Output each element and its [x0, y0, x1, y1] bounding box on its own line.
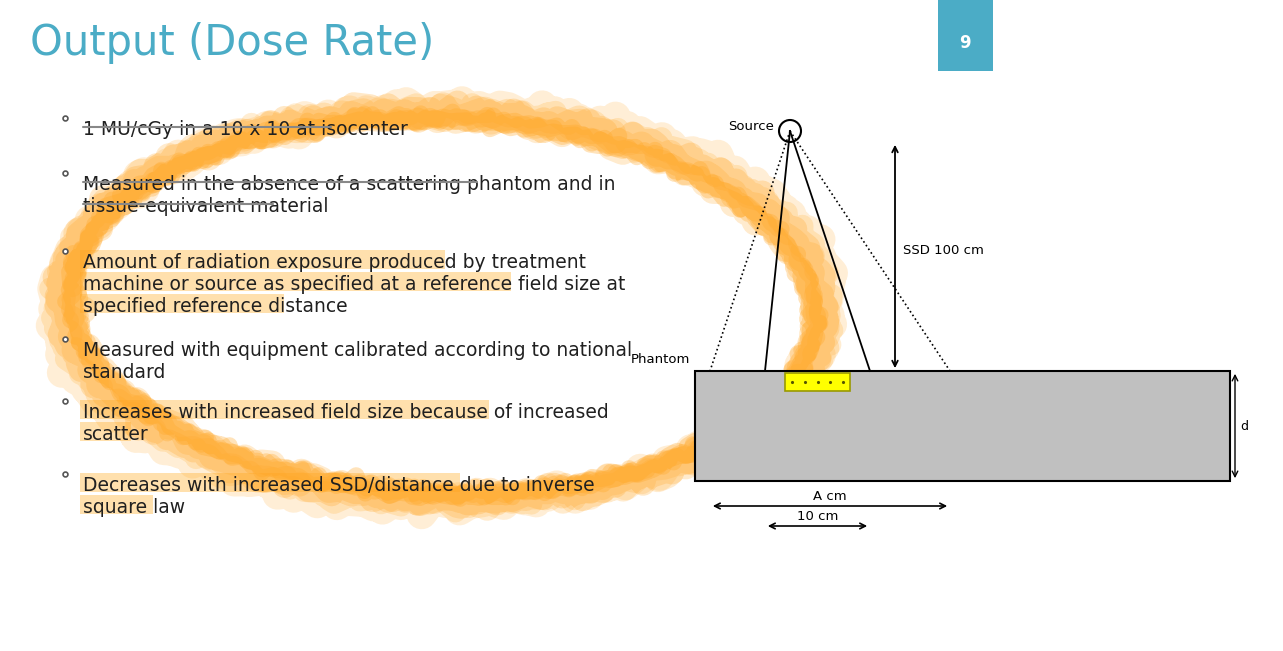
Text: tissue-equivalent material: tissue-equivalent material	[83, 197, 328, 216]
Text: Increases with increased field size because of increased: Increases with increased field size beca…	[83, 403, 608, 422]
Bar	[80, 473, 459, 492]
Bar	[80, 422, 131, 441]
Text: SSD 100 cm: SSD 100 cm	[903, 245, 984, 258]
Bar	[938, 0, 993, 71]
Bar	[80, 294, 285, 313]
Text: Phantom: Phantom	[631, 353, 690, 366]
Text: Amount of radiation exposure produced by treatment: Amount of radiation exposure produced by…	[83, 253, 586, 272]
Text: machine or source as specified at a reference field size at: machine or source as specified at a refe…	[83, 275, 625, 294]
Bar	[80, 272, 511, 291]
Text: Measured in the absence of a scattering phantom and in: Measured in the absence of a scattering …	[83, 175, 616, 194]
Text: Measured with equipment calibrated according to national: Measured with equipment calibrated accor…	[83, 341, 633, 360]
Text: standard: standard	[83, 363, 167, 382]
Text: 9: 9	[960, 34, 971, 52]
Text: Source: Source	[729, 120, 774, 133]
Bar	[80, 250, 445, 269]
Text: 1 MU/cGy in a 10 x 10 at isocenter: 1 MU/cGy in a 10 x 10 at isocenter	[83, 120, 408, 139]
Bar	[80, 400, 489, 419]
Text: Output (Dose Rate): Output (Dose Rate)	[30, 22, 434, 64]
Text: scatter: scatter	[83, 425, 149, 444]
Text: specified reference distance: specified reference distance	[83, 297, 348, 316]
Text: square law: square law	[83, 498, 185, 517]
Text: A cm: A cm	[813, 490, 847, 503]
Bar	[80, 495, 153, 514]
Bar	[785, 373, 851, 391]
Bar	[695, 371, 1230, 481]
Text: 10 cm: 10 cm	[797, 510, 838, 523]
Text: d: d	[1239, 419, 1248, 432]
Text: Decreases with increased SSD/distance due to inverse: Decreases with increased SSD/distance du…	[83, 476, 594, 495]
